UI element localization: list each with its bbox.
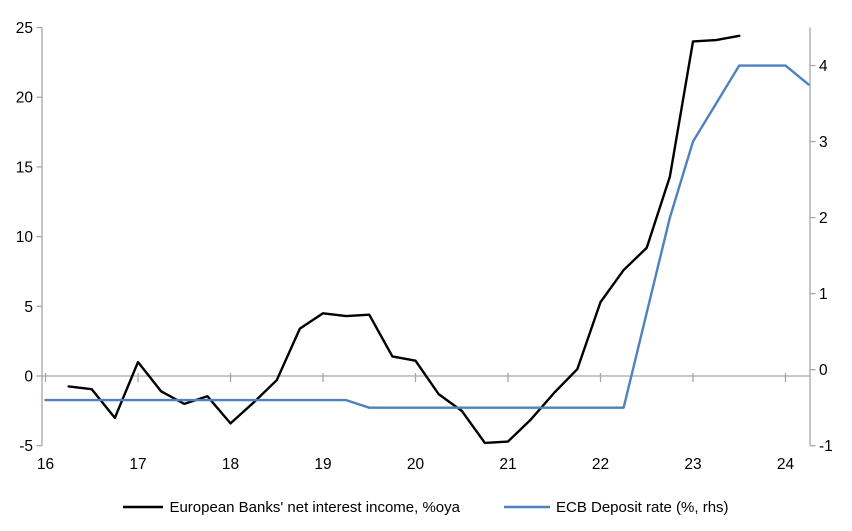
legend: European Banks' net interest income, %oy… [0, 492, 852, 522]
left-axis-tick-label: 15 [16, 159, 33, 176]
x-axis-tick-label: 18 [222, 456, 239, 473]
right-axis-tick-label: 4 [819, 58, 828, 75]
x-axis-tick-label: 19 [314, 456, 331, 473]
legend-item-ecb: ECB Deposit rate (%, rhs) [503, 498, 729, 516]
x-axis-tick-label: 20 [407, 456, 425, 473]
right-axis-tick-label: 1 [819, 286, 828, 303]
ecb-line-swatch-icon [503, 505, 550, 509]
left-axis-tick-label: 25 [16, 20, 33, 37]
left-axis-tick-label: 10 [16, 229, 34, 246]
x-axis-tick-label: 24 [777, 456, 795, 473]
x-axis-tick-label: 17 [129, 456, 146, 473]
left-axis-tick-label: 20 [16, 90, 34, 107]
ecb-rate-line-series [44, 64, 810, 409]
left-axis-tick-label: -5 [19, 438, 33, 455]
right-axis-tick-label: 0 [819, 362, 828, 379]
legend-item-nii: European Banks' net interest income, %oy… [123, 499, 460, 516]
left-axis-tick-label: 5 [24, 299, 33, 316]
x-axis-tick-label: 22 [592, 456, 609, 473]
nii-line-series [67, 34, 741, 445]
left-axis-tick-label: 0 [24, 369, 33, 386]
legend-label-ecb: ECB Deposit rate (%, rhs) [555, 498, 729, 516]
x-axis-tick-label: 23 [684, 456, 701, 473]
right-axis-tick-label: -1 [819, 438, 833, 455]
x-axis-tick-label: 21 [499, 456, 516, 473]
x-axis-tick-label: 16 [37, 456, 54, 473]
nii-line-swatch-icon [123, 505, 164, 509]
right-axis-tick-label: 2 [819, 210, 828, 227]
right-axis-tick-label: 3 [819, 134, 828, 151]
legend-label-nii: European Banks' net interest income, %oy… [169, 498, 460, 516]
